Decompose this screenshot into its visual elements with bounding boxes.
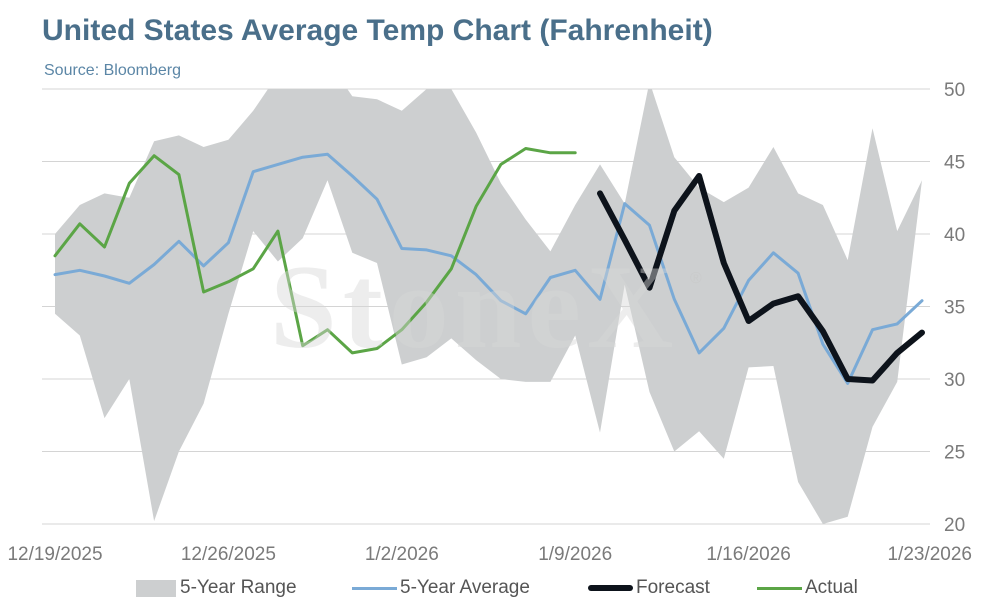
x-tick-label: 12/19/2025 bbox=[7, 544, 102, 565]
legend-item-range: 5-Year Range bbox=[136, 574, 297, 602]
legend-swatch-actual bbox=[757, 586, 802, 590]
legend-item-average: 5-Year Average bbox=[352, 574, 530, 602]
x-tick-label: 1/9/2026 bbox=[538, 544, 612, 565]
watermark-registered-mark: ® bbox=[690, 270, 702, 287]
y-tick-label: 30 bbox=[944, 370, 965, 391]
x-axis-ticks: 12/19/2025 12/26/2025 1/2/2026 1/9/2026 1/16… bbox=[7, 544, 972, 565]
y-tick-label: 45 bbox=[944, 153, 965, 174]
y-tick-label: 25 bbox=[944, 443, 965, 464]
y-tick-label: 40 bbox=[944, 225, 965, 246]
legend-swatch-range bbox=[136, 579, 176, 597]
legend-item-forecast: Forecast bbox=[588, 574, 710, 602]
chart-source: Source: Bloomberg bbox=[44, 62, 181, 79]
actual-line bbox=[53, 147, 577, 355]
legend-swatch-forecast bbox=[588, 585, 633, 591]
series-lines bbox=[53, 147, 925, 385]
chart-title: United States Average Temp Chart (Fahren… bbox=[42, 14, 713, 47]
legend-label-range: 5-Year Range bbox=[180, 577, 297, 598]
chart-legend: 5-Year Range 5-Year Average Forecast Act… bbox=[0, 574, 994, 602]
y-axis-ticks: 20 25 30 35 40 45 50 bbox=[944, 80, 965, 536]
x-tick-label: 12/26/2025 bbox=[181, 544, 276, 565]
legend-label-forecast: Forecast bbox=[636, 577, 710, 598]
forecast-line bbox=[597, 173, 925, 384]
x-tick-label: 1/23/2026 bbox=[887, 544, 972, 565]
legend-swatch-average bbox=[352, 586, 397, 590]
average-line bbox=[53, 152, 924, 385]
stonex-watermark: StoneX bbox=[270, 240, 680, 373]
legend-label-actual: Actual bbox=[805, 577, 858, 598]
legend-item-actual: Actual bbox=[757, 574, 858, 602]
y-tick-label: 20 bbox=[944, 515, 965, 536]
legend-label-average: 5-Year Average bbox=[400, 577, 530, 598]
temperature-chart: 20 25 30 35 40 45 50 12/19/2025 12/26/2025 1/2/2… bbox=[7, 80, 972, 565]
y-tick-label: 50 bbox=[944, 80, 965, 101]
x-tick-label: 1/2/2026 bbox=[365, 544, 439, 565]
y-tick-label: 35 bbox=[944, 298, 965, 319]
x-tick-label: 1/16/2026 bbox=[706, 544, 791, 565]
